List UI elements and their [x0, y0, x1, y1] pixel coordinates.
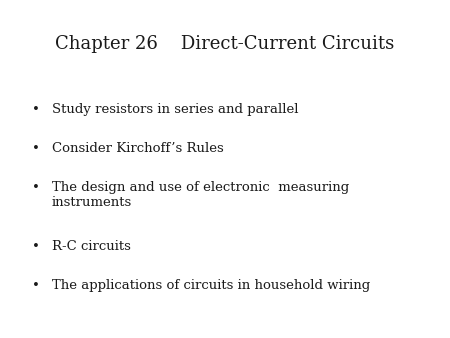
- Text: •: •: [32, 142, 40, 155]
- Text: Consider Kirchoff’s Rules: Consider Kirchoff’s Rules: [52, 142, 224, 155]
- Text: R-C circuits: R-C circuits: [52, 240, 130, 253]
- Text: •: •: [32, 103, 40, 116]
- Text: Study resistors in series and parallel: Study resistors in series and parallel: [52, 103, 298, 116]
- Text: •: •: [32, 240, 40, 253]
- Text: The design and use of electronic  measuring
instruments: The design and use of electronic measuri…: [52, 181, 349, 209]
- Text: •: •: [32, 181, 40, 194]
- Text: The applications of circuits in household wiring: The applications of circuits in househol…: [52, 279, 370, 292]
- Text: Chapter 26    Direct-Current Circuits: Chapter 26 Direct-Current Circuits: [55, 35, 395, 53]
- Text: •: •: [32, 279, 40, 292]
